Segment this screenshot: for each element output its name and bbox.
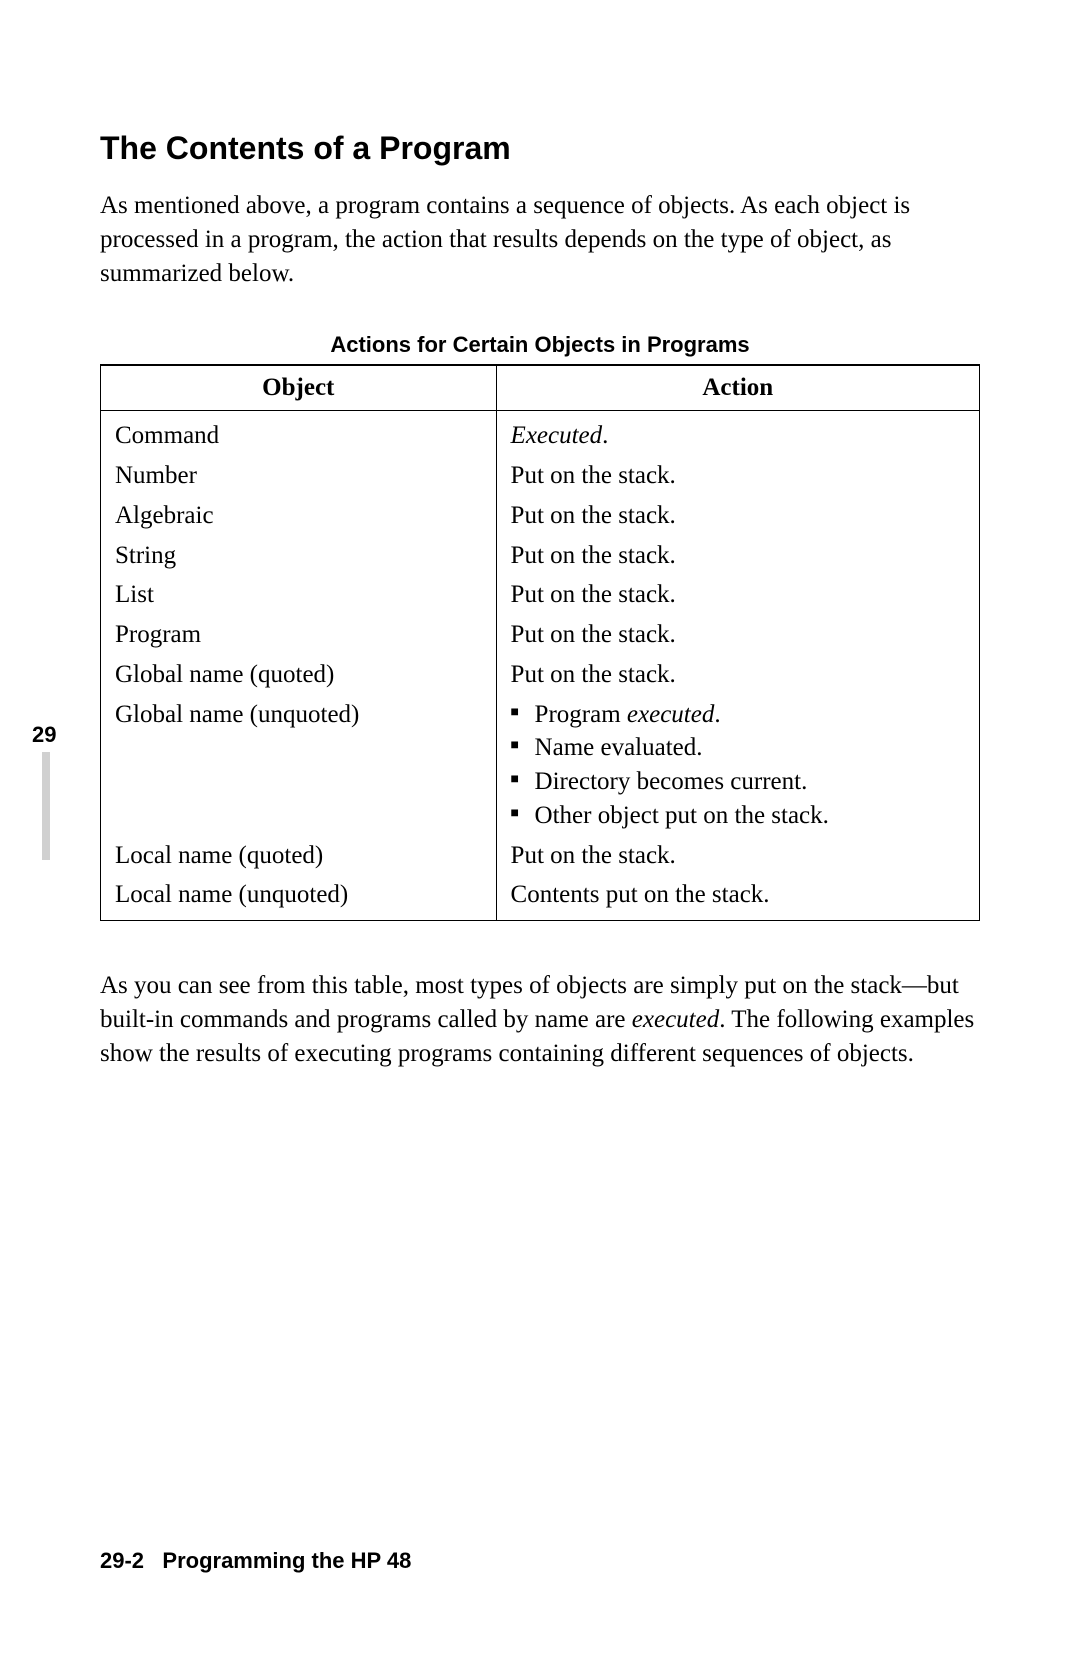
section-number: 29 bbox=[32, 722, 56, 748]
table-row: StringPut on the stack. bbox=[101, 536, 980, 576]
action-bullet-item: Other object put on the stack. bbox=[511, 799, 965, 833]
footer-page-ref: 29-2 bbox=[100, 1548, 144, 1573]
table-cell-action: Put on the stack. bbox=[496, 655, 979, 695]
table-row: NumberPut on the stack. bbox=[101, 456, 980, 496]
table-row: Global name (unquoted)Program executed.N… bbox=[101, 695, 980, 836]
action-bullet-list: Program executed.Name evaluated.Director… bbox=[511, 698, 965, 833]
table-cell-action: Put on the stack. bbox=[496, 456, 979, 496]
table-cell-object: List bbox=[101, 575, 497, 615]
table-cell-object: Algebraic bbox=[101, 496, 497, 536]
table-cell-action: Executed. bbox=[496, 411, 979, 456]
page-heading: The Contents of a Program bbox=[100, 130, 980, 167]
table-cell-object: Number bbox=[101, 456, 497, 496]
table-title: Actions for Certain Objects in Programs bbox=[100, 332, 980, 358]
table-row: ProgramPut on the stack. bbox=[101, 615, 980, 655]
table-row: ListPut on the stack. bbox=[101, 575, 980, 615]
section-marker bbox=[42, 752, 50, 860]
table-cell-object: Local name (quoted) bbox=[101, 836, 497, 876]
table-cell-action: Put on the stack. bbox=[496, 536, 979, 576]
actions-table: Object Action CommandExecuted.NumberPut … bbox=[100, 364, 980, 921]
table-cell-object: Global name (quoted) bbox=[101, 655, 497, 695]
table-header-action: Action bbox=[496, 365, 979, 411]
outro-paragraph: As you can see from this table, most typ… bbox=[100, 969, 980, 1070]
table-row: AlgebraicPut on the stack. bbox=[101, 496, 980, 536]
table-cell-object: String bbox=[101, 536, 497, 576]
action-bullet-item: Program executed. bbox=[511, 698, 965, 732]
outro-italic: executed bbox=[632, 1006, 719, 1033]
table-cell-object: Local name (unquoted) bbox=[101, 875, 497, 920]
table-cell-action: Put on the stack. bbox=[496, 575, 979, 615]
table-cell-object: Program bbox=[101, 615, 497, 655]
table-cell-action: Put on the stack. bbox=[496, 496, 979, 536]
page-footer: 29-2 Programming the HP 48 bbox=[100, 1548, 411, 1574]
intro-paragraph: As mentioned above, a program contains a… bbox=[100, 189, 980, 290]
table-row: Local name (quoted)Put on the stack. bbox=[101, 836, 980, 876]
action-bullet-item: Directory becomes current. bbox=[511, 765, 965, 799]
table-row: Local name (unquoted)Contents put on the… bbox=[101, 875, 980, 920]
table-cell-action: Put on the stack. bbox=[496, 836, 979, 876]
action-bullet-item: Name evaluated. bbox=[511, 731, 965, 765]
footer-title: Programming the HP 48 bbox=[162, 1548, 411, 1573]
table-row: CommandExecuted. bbox=[101, 411, 980, 456]
table-row: Global name (quoted)Put on the stack. bbox=[101, 655, 980, 695]
table-cell-action: Put on the stack. bbox=[496, 615, 979, 655]
table-cell-object: Command bbox=[101, 411, 497, 456]
table-cell-object: Global name (unquoted) bbox=[101, 695, 497, 836]
table-cell-action: Program executed.Name evaluated.Director… bbox=[496, 695, 979, 836]
table-header-object: Object bbox=[101, 365, 497, 411]
table-cell-action: Contents put on the stack. bbox=[496, 875, 979, 920]
